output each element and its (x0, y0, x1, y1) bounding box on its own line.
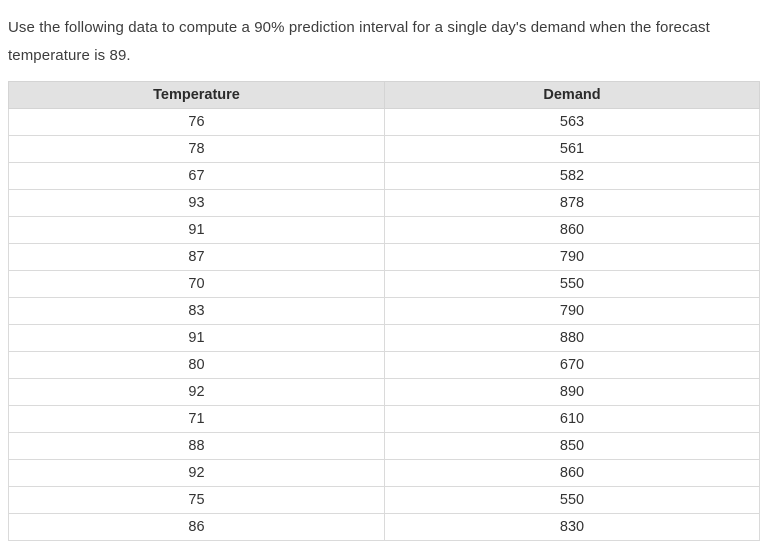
temperature-cell: 83 (8, 297, 385, 325)
table-row: 88 850 (8, 432, 760, 460)
demand-cell: 880 (384, 324, 760, 352)
temperature-cell: 91 (8, 324, 385, 352)
table-row: 93 878 (8, 189, 760, 217)
temperature-cell: 67 (8, 162, 385, 190)
table-row: 92 860 (8, 459, 760, 487)
table-row: 67 582 (8, 162, 760, 190)
temperature-cell: 93 (8, 189, 385, 217)
temperature-cell: 70 (8, 270, 385, 298)
temperature-cell: 78 (8, 135, 385, 163)
demand-cell: 790 (384, 243, 760, 271)
demand-cell: 670 (384, 351, 760, 379)
table-row: 80 670 (8, 351, 760, 379)
demand-cell: 550 (384, 270, 760, 298)
column-header-temperature: Temperature (8, 81, 385, 109)
demand-cell: 860 (384, 216, 760, 244)
demand-cell: 582 (384, 162, 760, 190)
temperature-cell: 87 (8, 243, 385, 271)
question-text: Use the following data to compute a 90% … (8, 19, 710, 64)
demand-cell: 610 (384, 405, 760, 433)
table-row: 92 890 (8, 378, 760, 406)
temperature-cell: 91 (8, 216, 385, 244)
demand-cell: 563 (384, 108, 760, 136)
demand-cell: 850 (384, 432, 760, 460)
temperature-cell: 86 (8, 513, 385, 541)
table-body: 76 563 78 561 67 582 93 878 91 860 87 790 70 550 83 790… (8, 108, 760, 541)
temperature-cell: 92 (8, 459, 385, 487)
temperature-cell: 80 (8, 351, 385, 379)
demand-cell: 550 (384, 486, 760, 514)
temperature-cell: 71 (8, 405, 385, 433)
table-row: 78 561 (8, 135, 760, 163)
data-table: Temperature Demand 76 563 78 561 67 582 93 878 9… (8, 81, 760, 541)
table-row: 86 830 (8, 513, 760, 541)
temperature-cell: 76 (8, 108, 385, 136)
temperature-cell: 88 (8, 432, 385, 460)
table-row: 91 880 (8, 324, 760, 352)
table-row: 83 790 (8, 297, 760, 325)
demand-cell: 830 (384, 513, 760, 541)
demand-cell: 878 (384, 189, 760, 217)
temperature-cell: 92 (8, 378, 385, 406)
table-row: 70 550 (8, 270, 760, 298)
table-header-row: Temperature Demand (8, 81, 760, 109)
table-row: 91 860 (8, 216, 760, 244)
temperature-cell: 75 (8, 486, 385, 514)
demand-cell: 890 (384, 378, 760, 406)
demand-cell: 561 (384, 135, 760, 163)
table-row: 76 563 (8, 108, 760, 136)
demand-cell: 860 (384, 459, 760, 487)
table-row: 87 790 (8, 243, 760, 271)
column-header-demand: Demand (384, 81, 760, 109)
table-row: 75 550 (8, 486, 760, 514)
table-row: 71 610 (8, 405, 760, 433)
demand-cell: 790 (384, 297, 760, 325)
